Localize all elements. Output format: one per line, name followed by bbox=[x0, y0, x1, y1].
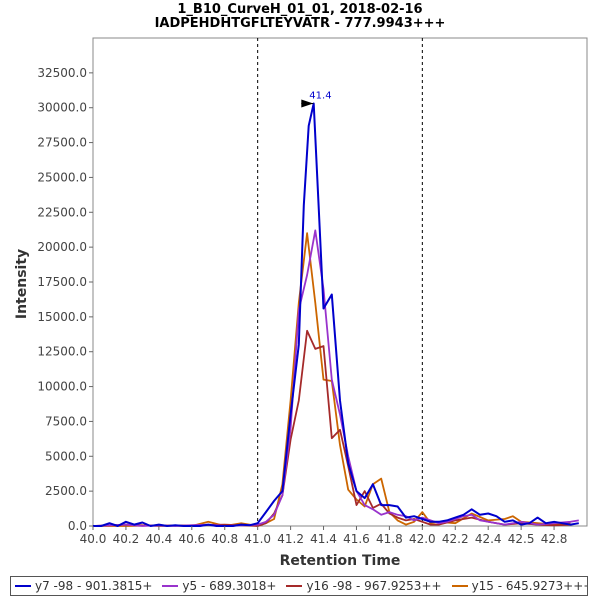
y-tick-label: 5000.0 bbox=[45, 449, 87, 463]
legend-swatch bbox=[15, 585, 31, 587]
peak-annotation: 41.4 bbox=[301, 91, 332, 108]
legend-label: y15 - 645.9273+++ bbox=[471, 579, 588, 593]
legend-label: y16 -98 - 967.9253++ bbox=[306, 579, 442, 593]
x-tick-label: 40.2 bbox=[113, 532, 140, 546]
x-tick-label: 42.2 bbox=[442, 532, 469, 546]
y-tick-label: 7500.0 bbox=[45, 414, 87, 428]
chart-subtitle: IADPEHDHTGFLTEYVATR - 777.9943+++ bbox=[155, 16, 446, 31]
y-tick-label: 32500.0 bbox=[37, 66, 87, 80]
y-tick-label: 22500.0 bbox=[37, 205, 87, 219]
x-tick-label: 42.8 bbox=[541, 532, 568, 546]
x-axis: 40.0 40.2 40.4 40.6 40.8 41.0 41.2 41.4 41.6 41.8… bbox=[80, 526, 568, 546]
legend-item: y5 - 689.3018+ bbox=[162, 579, 276, 593]
legend-item: y7 -98 - 901.3815+ bbox=[15, 579, 152, 593]
legend-label: y5 - 689.3018+ bbox=[182, 579, 277, 593]
x-tick-label: 42.4 bbox=[475, 532, 502, 546]
legend-swatch bbox=[286, 585, 303, 587]
x-tick-label: 41.6 bbox=[343, 532, 370, 546]
y-tick-label: 30000.0 bbox=[37, 101, 87, 115]
x-tick-label: 40.6 bbox=[178, 532, 205, 546]
x-tick-label: 41.4 bbox=[310, 532, 337, 546]
legend: y7 -98 - 901.3815+ y5 - 689.3018+ y16 -98 … bbox=[10, 576, 588, 596]
y-axis-label: Intensity bbox=[14, 249, 30, 319]
legend-item: y15 - 645.9273+++ bbox=[451, 579, 588, 593]
x-tick-label: 41.0 bbox=[244, 532, 271, 546]
y-tick-label: 15000.0 bbox=[37, 310, 87, 324]
x-tick-label: 42.0 bbox=[409, 532, 436, 546]
y-tick-label: 25000.0 bbox=[37, 170, 87, 184]
y-axis: 0.0 2500.0 5000.0 7500.0 10000.0 12500.0 15000… bbox=[37, 66, 93, 533]
y-tick-label: 27500.0 bbox=[37, 136, 87, 150]
legend-label: y7 -98 - 901.3815+ bbox=[35, 579, 153, 593]
y-tick-label: 10000.0 bbox=[37, 380, 87, 394]
x-tick-label: 40.0 bbox=[80, 532, 107, 546]
x-axis-label: Retention Time bbox=[280, 553, 401, 569]
series-group bbox=[92, 102, 579, 527]
legend-swatch bbox=[162, 585, 179, 587]
y-tick-label: 12500.0 bbox=[37, 345, 87, 359]
x-tick-label: 41.8 bbox=[376, 532, 403, 546]
y-tick-label: 0.0 bbox=[68, 519, 87, 533]
chromatogram-chart: 1_B10_CurveH_01_01, 2018-02-16 IADPEHDHT… bbox=[14, 2, 588, 569]
legend-swatch bbox=[451, 585, 468, 587]
series-line bbox=[93, 102, 579, 527]
x-tick-label: 41.2 bbox=[277, 532, 304, 546]
legend-item: y16 -98 - 967.9253++ bbox=[286, 579, 442, 593]
x-tick-label: 40.4 bbox=[146, 532, 173, 546]
x-tick-label: 40.8 bbox=[211, 532, 238, 546]
y-tick-label: 17500.0 bbox=[37, 275, 87, 289]
chart-title: 1_B10_CurveH_01_01, 2018-02-16 bbox=[177, 2, 422, 17]
plot-area bbox=[92, 37, 588, 527]
y-tick-label: 2500.0 bbox=[45, 484, 87, 498]
y-tick-label: 20000.0 bbox=[37, 240, 87, 254]
peak-label: 41.4 bbox=[309, 91, 331, 102]
x-tick-label: 42.5 bbox=[508, 532, 535, 546]
